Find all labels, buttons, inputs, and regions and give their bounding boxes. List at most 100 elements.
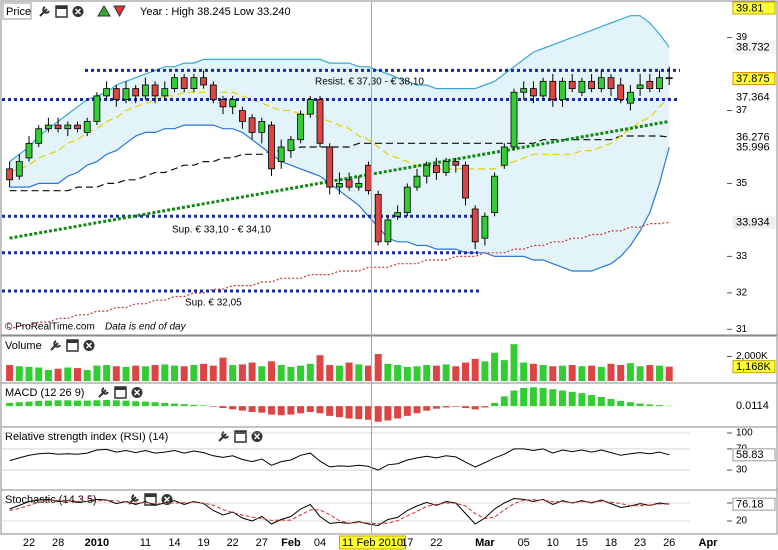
bar [578, 393, 586, 407]
bar [529, 387, 537, 407]
bar [607, 398, 615, 407]
bar [54, 400, 62, 407]
candle-body [520, 88, 528, 93]
candle-body [617, 84, 625, 100]
settings-icon[interactable] [98, 387, 109, 398]
x-tick-label: 22 [227, 537, 239, 549]
annotation: Sup. € 32,05 [185, 298, 242, 309]
candle-body [491, 175, 499, 214]
candle-body [219, 99, 227, 108]
axis-badge [732, 497, 776, 511]
candle-body [45, 124, 52, 130]
axis-badge-label: 37.364 [736, 92, 770, 104]
settings-icon[interactable] [218, 431, 229, 442]
candle-body [190, 77, 198, 90]
y-tick-label: 37 [736, 105, 748, 116]
candle-body [665, 77, 673, 80]
y-tick-label: 2,000K [736, 351, 768, 362]
bar [403, 406, 411, 416]
candle-body [471, 208, 479, 243]
bar [180, 366, 188, 381]
bar [636, 366, 644, 381]
settings-icon[interactable] [50, 340, 61, 351]
bar [617, 365, 625, 381]
bar [394, 406, 402, 419]
x-tick-label: 22 [430, 537, 442, 549]
candle-body [481, 215, 489, 239]
x-tick-label: 10 [547, 537, 559, 549]
candle-body [530, 88, 537, 97]
panel-frame [0, 426, 778, 491]
bar [209, 406, 217, 407]
axis-badge-label: 58.83 [736, 449, 764, 461]
axis-badge-label: 38.732 [736, 42, 770, 54]
bar [83, 400, 91, 407]
x-tick-label: 17 [401, 537, 413, 549]
bar [345, 406, 353, 419]
up-icon[interactable] [97, 5, 111, 17]
candle-body [141, 84, 149, 97]
bar [549, 366, 557, 381]
bar [559, 365, 566, 381]
bar [287, 406, 295, 415]
x-tick-label: 27 [256, 537, 268, 549]
cursor-date-box [339, 535, 406, 550]
bar [568, 391, 576, 407]
axis-badge [732, 72, 776, 86]
panel-frame [0, 489, 778, 535]
bar [200, 363, 208, 381]
candle-body [161, 88, 169, 97]
bar [297, 365, 305, 381]
candle-body [287, 139, 295, 152]
bar [665, 366, 673, 381]
footer: © ProRealTime.com [5, 322, 95, 333]
candle-body [200, 77, 208, 86]
candle-body [539, 80, 547, 97]
x-tick-label: 15 [576, 537, 588, 549]
bar [238, 406, 246, 411]
bar [103, 399, 111, 407]
y-tick-label: 35 [736, 178, 748, 189]
bar [617, 400, 625, 407]
x-tick-label: 11 [140, 537, 151, 549]
candle-body [209, 84, 217, 100]
bar [413, 406, 421, 414]
bar [413, 366, 421, 381]
settings-icon[interactable] [39, 6, 50, 17]
footer-note: Data is end of day [105, 322, 187, 333]
bar [171, 365, 178, 381]
overlay-line [9, 91, 670, 174]
axis-badge [732, 40, 776, 54]
candle-body [578, 80, 586, 93]
bar [471, 406, 479, 410]
indicator-line [9, 448, 670, 471]
candle-body [229, 99, 237, 108]
bar [462, 362, 469, 381]
axis-badge-label: 33.934 [736, 217, 770, 229]
bar [355, 406, 363, 420]
window-bar [115, 387, 126, 390]
candle-body [627, 91, 634, 104]
candle-body [355, 183, 363, 188]
candle-body [83, 121, 91, 133]
candle-body [374, 193, 382, 243]
candle-body [607, 77, 615, 90]
bar [25, 401, 33, 407]
x-tick-label: 19 [197, 537, 209, 549]
bar [432, 406, 440, 409]
bar [258, 406, 266, 413]
bar [316, 406, 324, 414]
bar [112, 366, 120, 381]
bar [64, 367, 72, 381]
close-x [133, 389, 141, 396]
bar [588, 365, 596, 381]
bar [74, 368, 81, 381]
bar [15, 402, 23, 407]
bar [151, 402, 159, 407]
overlay-line [9, 135, 670, 192]
bar [394, 365, 402, 381]
bar [277, 406, 285, 416]
overlay-line [9, 15, 670, 163]
bar [549, 389, 557, 407]
down-icon[interactable] [113, 5, 126, 18]
